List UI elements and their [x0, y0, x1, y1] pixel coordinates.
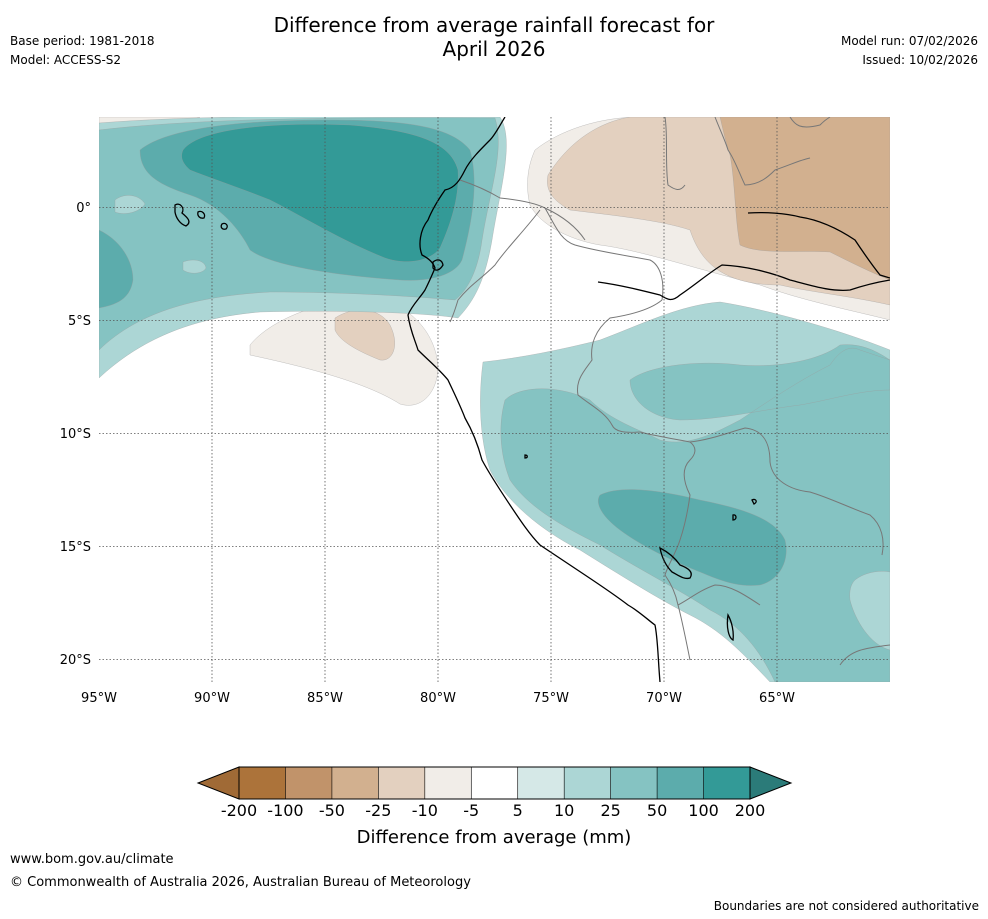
colorbar-bin	[563, 766, 612, 800]
colorbar-label: -200	[221, 801, 257, 820]
colorbar-bin	[470, 766, 519, 800]
longitude-ticks: 95°W 90°W 85°W 80°W 75°W 70°W 65°W	[81, 691, 795, 706]
footer-copyright: © Commonwealth of Australia 2026, Austra…	[10, 875, 471, 890]
meta-left: Base period: 1981-2018 Model: ACCESS-S2	[10, 32, 155, 70]
map-plot	[99, 117, 890, 682]
lat-tick-15s: 15°S	[60, 540, 91, 555]
colorbar-bin	[424, 766, 473, 800]
colorbar-bin	[656, 766, 705, 800]
boundary-ecuador-colombia	[459, 179, 586, 241]
lon-tick-75w: 75°W	[533, 691, 569, 706]
colorbar-extend-max	[749, 766, 793, 800]
lon-tick-95w: 95°W	[81, 691, 117, 706]
small-lake-2	[732, 514, 737, 521]
boundary-ecuador-peru	[449, 209, 541, 323]
model-run: Model run: 07/02/2026	[840, 34, 978, 48]
colorbar-bin	[517, 766, 565, 800]
model-name: Model: ACCESS-S2	[10, 53, 122, 67]
light-patch-se-corner	[849, 571, 890, 651]
galapagos-santa-cruz	[197, 210, 206, 219]
colorbar-label: -10	[412, 801, 438, 820]
colorbar-bins	[238, 766, 751, 800]
wet-patch-far-west	[99, 229, 134, 309]
boundary-paraguay	[839, 644, 890, 666]
boundary-peru-brazil	[576, 299, 663, 433]
boundary-guyana	[789, 117, 831, 128]
boundary-colombia-peru	[544, 207, 664, 301]
title-line-2: April 2026	[442, 37, 546, 61]
colorbar-bin	[378, 766, 426, 800]
colorbar-bin	[285, 766, 333, 800]
dry-gap-galapagos-w	[114, 195, 146, 214]
colorbar-title: Difference from average (mm)	[357, 827, 632, 848]
colorbar-label: -5	[463, 801, 479, 820]
colorbar-extend-min	[196, 766, 240, 800]
amazon-river-main	[597, 264, 890, 301]
colorbar: -200 -100 -50 -25 -10 -5 5 10 25 50 100 200 Differe…	[196, 766, 793, 848]
galapagos-isabela	[174, 203, 190, 227]
lat-tick-5s: 5°S	[68, 314, 91, 329]
boundary-bolivia-brazil	[689, 427, 884, 556]
wet-region-nw-strong	[181, 124, 459, 262]
gridlines	[99, 117, 890, 682]
boundary-venezuela-brazil	[714, 117, 811, 186]
colorbar-label: 100	[688, 801, 719, 820]
colorbar-label: -50	[319, 801, 345, 820]
colorbar-bin	[610, 766, 658, 800]
colorbar-outline	[238, 766, 751, 800]
lake-titicaca	[659, 546, 692, 580]
chart-title: Difference from average rainfall forecas…	[0, 13, 988, 61]
dry-gap-galapagos-s	[182, 259, 207, 274]
lon-tick-85w: 85°W	[307, 691, 343, 706]
lon-tick-70w: 70°W	[646, 691, 682, 706]
galapagos-san-cristobal	[220, 222, 228, 230]
lat-tick-10s: 10°S	[60, 427, 91, 442]
colorbar-label: 50	[647, 801, 667, 820]
colorbar-bin	[703, 766, 751, 800]
lat-tick-0: 0°	[76, 201, 91, 216]
colorbar-labels: -200 -100 -50 -25 -10 -5 5 10 25 50 100 200	[221, 801, 765, 820]
colorbar-label: -25	[365, 801, 391, 820]
colorbar-bin	[238, 766, 287, 800]
coastline-west	[407, 117, 661, 682]
colorbar-bin	[331, 766, 380, 800]
coastlines	[174, 117, 890, 682]
footer-disclaimer: Boundaries are not considered authoritat…	[713, 899, 979, 913]
boundary-colombia-venezuela	[664, 117, 686, 190]
lon-tick-65w: 65°W	[759, 691, 795, 706]
amazon-river-east	[747, 211, 890, 279]
lon-tick-80w: 80°W	[420, 691, 456, 706]
small-island-1	[524, 454, 528, 459]
boundary-peru-bolivia	[639, 431, 696, 661]
latitude-ticks: 0° 5°S 10°S 15°S 20°S	[60, 201, 91, 668]
lat-tick-20s: 20°S	[60, 653, 91, 668]
colorbar-label: 10	[554, 801, 574, 820]
small-lake-3	[726, 613, 734, 641]
issued-date: Issued: 10/02/2026	[862, 53, 978, 67]
lon-tick-90w: 90°W	[194, 691, 230, 706]
base-period: Base period: 1981-2018	[10, 34, 155, 48]
title-line-1: Difference from average rainfall forecas…	[273, 13, 715, 37]
meta-right: Model run: 07/02/2026 Issued: 10/02/2026	[841, 32, 978, 70]
colorbar-label: -100	[267, 801, 303, 820]
colorbar-label: 25	[600, 801, 620, 820]
coastline-island-gulf	[432, 259, 444, 271]
country-boundaries	[449, 117, 890, 666]
colorbar-label: 200	[735, 801, 766, 820]
small-lake-1	[751, 498, 757, 505]
wet-region-se-medium	[598, 489, 787, 586]
boundary-bolivia-chile	[677, 584, 761, 606]
colorbar-label: 5	[513, 801, 523, 820]
footer-url: www.bom.gov.au/climate	[10, 852, 174, 867]
